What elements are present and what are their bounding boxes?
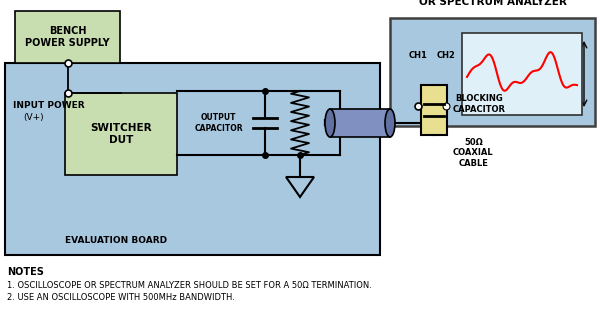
- Text: OSCILLOSCOPE
OR SPECTRUM ANALYZER: OSCILLOSCOPE OR SPECTRUM ANALYZER: [419, 0, 566, 7]
- Bar: [421, 85, 447, 135]
- Text: LOAD: LOAD: [322, 118, 349, 128]
- Ellipse shape: [385, 109, 395, 137]
- Ellipse shape: [325, 109, 335, 137]
- Text: OUTPUT
CAPACITOR: OUTPUT CAPACITOR: [194, 113, 243, 133]
- Text: CH2: CH2: [437, 52, 455, 61]
- Text: 1. OSCILLOSCOPE OR SPECTRUM ANALYZER SHOULD BE SET FOR A 50Ω TERMINATION.: 1. OSCILLOSCOPE OR SPECTRUM ANALYZER SHO…: [7, 281, 372, 290]
- Bar: [15, 11, 120, 63]
- Bar: [330, 109, 390, 137]
- Text: CH1: CH1: [409, 52, 427, 61]
- Text: BENCH
POWER SUPPLY: BENCH POWER SUPPLY: [25, 26, 110, 48]
- Bar: [65, 93, 177, 175]
- Text: EVALUATION BOARD: EVALUATION BOARD: [65, 236, 167, 245]
- Text: SWITCHER
DUT: SWITCHER DUT: [90, 123, 152, 145]
- Bar: [462, 33, 582, 115]
- Bar: [390, 18, 595, 126]
- Text: 2. USE AN OSCILLOSCOPE WITH 500MHz BANDWIDTH.: 2. USE AN OSCILLOSCOPE WITH 500MHz BANDW…: [7, 293, 235, 302]
- Text: 50Ω
COAXIAL
CABLE: 50Ω COAXIAL CABLE: [453, 138, 494, 168]
- Text: (V+): (V+): [23, 113, 44, 122]
- Bar: [5, 63, 380, 255]
- Text: NOTES: NOTES: [7, 267, 44, 277]
- Text: BLOCKING
CAPACITOR: BLOCKING CAPACITOR: [453, 94, 506, 114]
- Text: INPUT POWER: INPUT POWER: [13, 101, 85, 110]
